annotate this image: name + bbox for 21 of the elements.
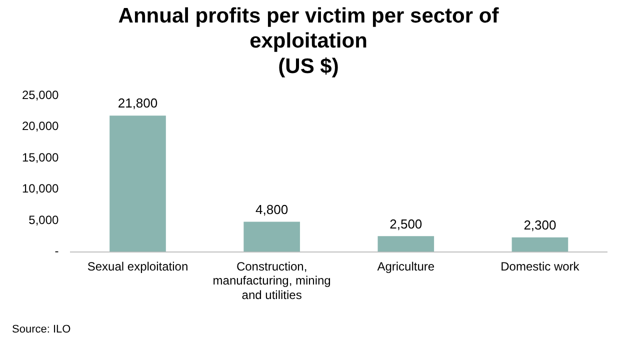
data-label: 2,500	[390, 216, 422, 232]
y-tick-label: 25,000	[22, 88, 60, 102]
bar	[244, 222, 300, 252]
bar	[378, 236, 434, 252]
chart-subtitle: (US $)	[278, 54, 339, 78]
chart-title: Annual profits per victim per sector of exploitation	[118, 4, 500, 53]
x-tick-label: Agriculture	[377, 259, 435, 274]
bar	[110, 116, 166, 252]
x-tick-label: Domestic work	[500, 259, 580, 274]
y-tick-label: 15,000	[22, 150, 60, 164]
x-tick-label: Construction, manufacturing, mining and utilities	[212, 259, 331, 302]
y-tick-label: -	[54, 244, 59, 258]
data-label: 21,800	[118, 96, 158, 111]
y-tick-label: 10,000	[22, 182, 60, 196]
x-tick-label: Sexual exploitation	[87, 259, 188, 274]
y-tick-label: 5,000	[28, 212, 60, 227]
y-tick-label: 20,000	[22, 119, 60, 134]
data-label: 2,300	[524, 218, 556, 233]
source-note: Source: ILO	[12, 324, 72, 336]
data-label: 4,800	[256, 202, 288, 217]
bar	[512, 237, 568, 252]
